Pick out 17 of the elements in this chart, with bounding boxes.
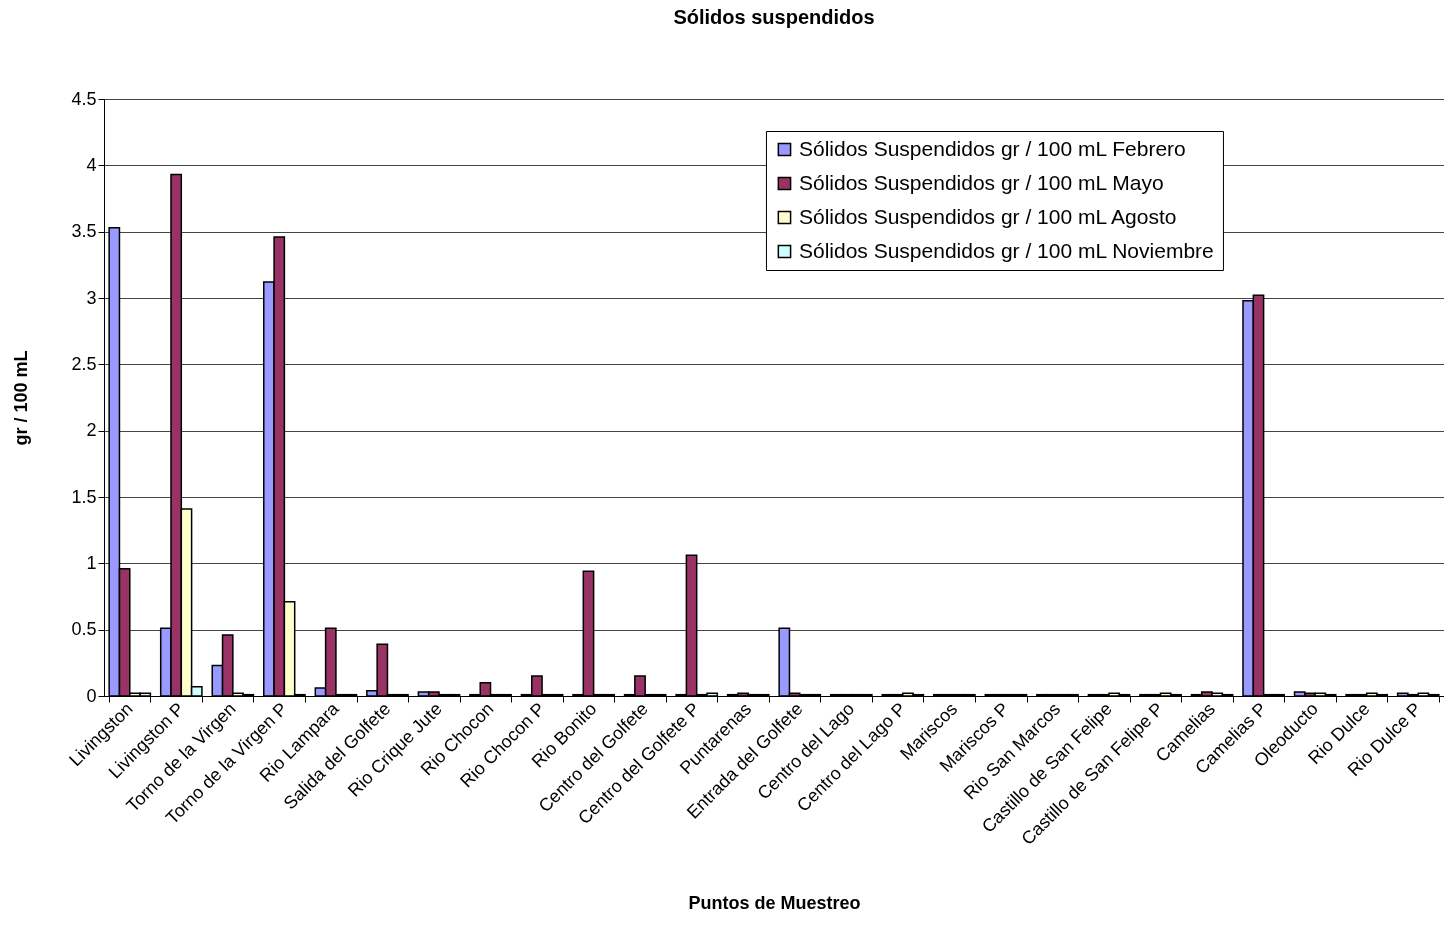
y-tick-label: 3.5	[71, 221, 97, 242]
x-axis-title: Puntos de Muestreo	[688, 892, 861, 913]
chart-title: Sólidos suspendidos	[673, 6, 875, 28]
legend-label: Sólidos Suspendidos gr / 100 mL Noviembre	[798, 238, 1214, 262]
legend-label: Sólidos Suspendidos gr / 100 mL Agosto	[798, 204, 1177, 228]
y-tick-label: 3	[86, 287, 97, 308]
legend-label: Sólidos Suspendidos gr / 100 mL Febrero	[798, 136, 1186, 160]
y-tick-label: 4	[86, 154, 97, 175]
y-tick-label: 1.5	[71, 486, 97, 507]
y-axis-title: gr / 100 mL	[11, 350, 32, 446]
y-tick-label: 0.5	[71, 619, 97, 640]
legend-label: Sólidos Suspendidos gr / 100 mL Mayo	[798, 170, 1164, 194]
y-tick-label: 4.5	[71, 88, 97, 109]
y-tick-label: 2.5	[71, 353, 97, 374]
y-tick-label: 0	[86, 685, 97, 706]
y-tick-label: 1	[86, 552, 97, 573]
y-tick-label: 2	[86, 420, 97, 441]
